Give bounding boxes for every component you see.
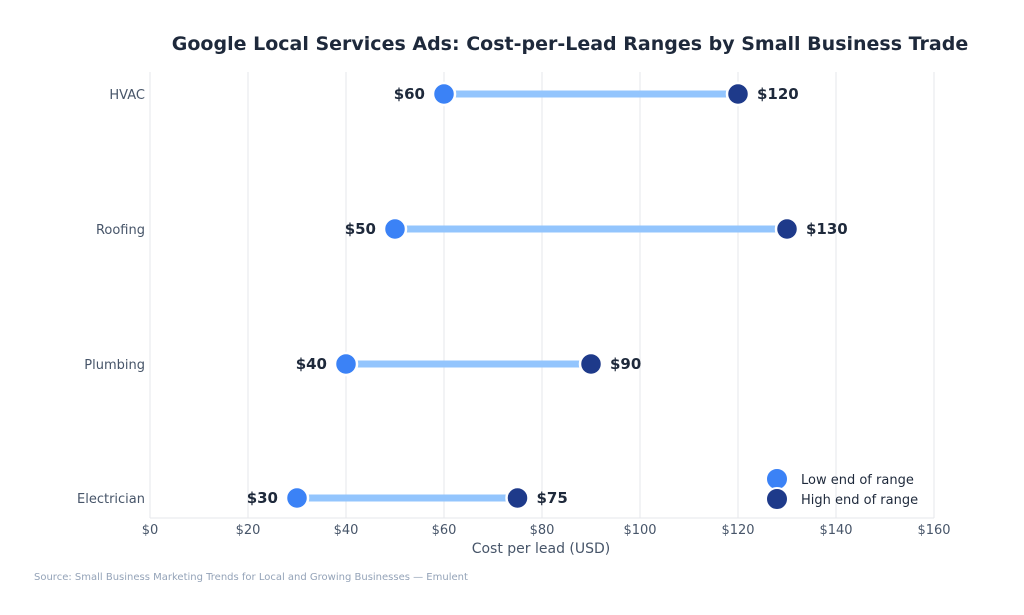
chart-title: Google Local Services Ads: Cost-per-Lead… bbox=[172, 33, 968, 55]
low-value-label: $40 bbox=[296, 355, 327, 373]
x-tick-label: $140 bbox=[819, 523, 852, 538]
label-layer: $60 $120 $50 $130 $40 $90 $30 $75 bbox=[247, 85, 848, 507]
x-tick-label: $160 bbox=[917, 523, 950, 538]
legend: Low end of range High end of range bbox=[765, 467, 918, 511]
x-tick-label: $60 bbox=[432, 523, 457, 538]
x-tick-label: $80 bbox=[530, 523, 555, 538]
x-tick-label: $0 bbox=[142, 523, 159, 538]
low-value-label: $30 bbox=[247, 489, 278, 507]
point-layer bbox=[284, 81, 800, 511]
category-label: HVAC bbox=[109, 88, 145, 103]
low-point bbox=[382, 216, 408, 242]
x-tick-label: $40 bbox=[334, 523, 359, 538]
source-note: Source: Small Business Marketing Trends … bbox=[34, 572, 468, 583]
high-value-label: $130 bbox=[806, 220, 848, 238]
category-label: Electrician bbox=[77, 492, 145, 507]
legend-label: Low end of range bbox=[801, 473, 914, 488]
low-point bbox=[284, 485, 310, 511]
category-label: Roofing bbox=[96, 223, 145, 238]
legend-marker bbox=[765, 467, 789, 491]
high-value-label: $75 bbox=[537, 489, 568, 507]
legend-label: High end of range bbox=[801, 493, 918, 508]
low-point bbox=[333, 351, 359, 377]
high-value-label: $120 bbox=[757, 85, 799, 103]
category-label: Plumbing bbox=[84, 358, 145, 373]
high-point bbox=[774, 216, 800, 242]
x-tick-label: $100 bbox=[623, 523, 656, 538]
x-tick-label: $120 bbox=[721, 523, 754, 538]
low-value-label: $50 bbox=[345, 220, 376, 238]
connector-layer bbox=[297, 90, 787, 502]
x-axis-title: Cost per lead (USD) bbox=[472, 541, 611, 557]
axis-layer: $0 $20 $40 $60 $80 $100 $120 $140 $160 HVAC Roofin… bbox=[77, 88, 951, 538]
low-value-label: $60 bbox=[394, 85, 425, 103]
high-point bbox=[505, 485, 530, 511]
legend-marker bbox=[765, 487, 789, 511]
high-point bbox=[725, 81, 751, 107]
high-value-label: $90 bbox=[610, 355, 641, 373]
high-point bbox=[578, 351, 604, 377]
low-point bbox=[431, 81, 457, 107]
x-tick-label: $20 bbox=[236, 523, 261, 538]
grid-layer bbox=[149, 72, 935, 518]
